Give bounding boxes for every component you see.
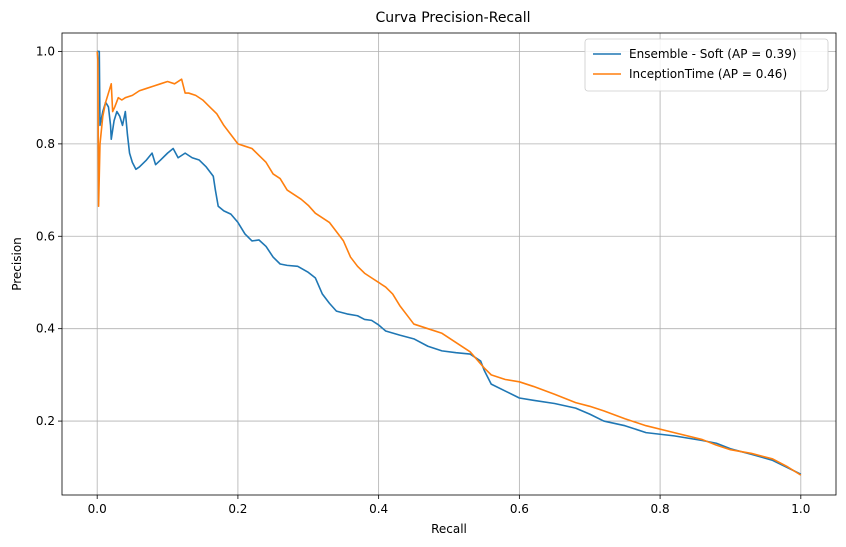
plot-frame: [61, 32, 837, 496]
series-lines: [96, 50, 802, 476]
x-tick-label: 0.2: [228, 502, 247, 516]
x-axis-label: Recall: [431, 522, 467, 536]
series-line-1: [97, 50, 802, 475]
x-tick-label: 0.8: [651, 502, 670, 516]
y-tick-label: 0.2: [36, 414, 55, 428]
series-line-2: [96, 51, 802, 476]
legend-label-1: Ensemble - Soft (AP = 0.39): [629, 47, 797, 61]
x-tick-label: 0.6: [510, 502, 529, 516]
y-tick-label: 1.0: [36, 44, 55, 58]
chart-title: Curva Precision-Recall: [375, 10, 530, 26]
legend: Ensemble - Soft (AP = 0.39) InceptionTime…: [584, 38, 829, 92]
legend-label-2: InceptionTime (AP = 0.46): [629, 67, 787, 81]
ticks: 0.0 0.2 0.4 0.6 0.8 1.0 0.2 0.4 0.6 0.8 1.0: [36, 44, 810, 516]
y-tick-label: 0.6: [36, 229, 55, 243]
x-tick-label: 0.0: [88, 502, 107, 516]
y-axis-label: Precision: [10, 237, 24, 291]
x-tick-label: 0.4: [369, 502, 388, 516]
x-tick-label: 1.0: [791, 502, 810, 516]
y-tick-label: 0.8: [36, 137, 55, 151]
legend-box: [584, 38, 829, 92]
y-tick-label: 0.4: [36, 322, 55, 336]
